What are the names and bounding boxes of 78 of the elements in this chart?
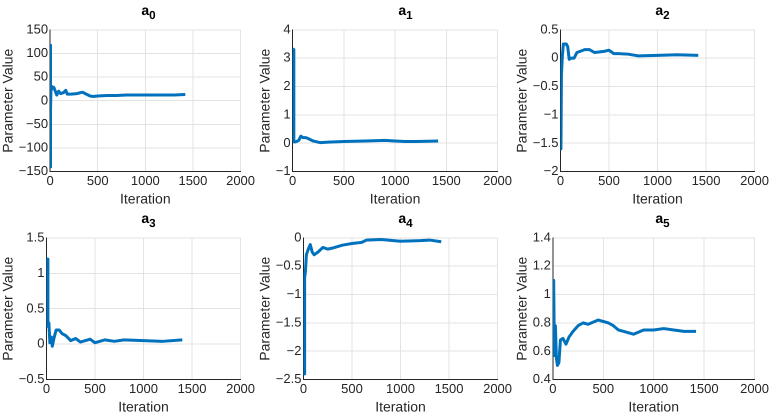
- y-axis-title: Parameter Value: [513, 48, 530, 153]
- x-tick-label: 500: [86, 172, 109, 188]
- y-tick-label: −0.5: [276, 258, 302, 273]
- y-tick-label: −50: [26, 116, 48, 131]
- y-axis-title: Parameter Value: [0, 48, 16, 153]
- y-axis-title: Parameter Value: [256, 256, 272, 361]
- x-axis-title: Iteration: [632, 190, 683, 206]
- x-tick-label: 500: [84, 380, 106, 396]
- y-axis-title: Parameter Value: [513, 256, 530, 361]
- x-tick-label: 1000: [380, 172, 410, 188]
- y-tick-label: 100: [26, 45, 48, 60]
- x-tick-label: 2000: [483, 172, 512, 188]
- y-axis-title: Parameter Value: [0, 256, 16, 361]
- x-tick-label: 2000: [483, 380, 512, 396]
- y-axis-title: Parameter Value: [256, 48, 272, 153]
- y-tick-label: 0.6: [532, 342, 551, 358]
- x-tick-label: 1500: [178, 172, 208, 188]
- x-axis-title: Iteration: [628, 398, 680, 414]
- y-tick-label: −2: [286, 342, 302, 358]
- y-tick-label: 0.5: [540, 21, 558, 36]
- y-tick-label: −2.5: [276, 371, 302, 386]
- y-tick-label: 1.5: [26, 229, 44, 244]
- x-tick-label: 500: [333, 172, 355, 188]
- y-tick-label: 0.5: [26, 300, 44, 316]
- x-tick-label: 1000: [643, 172, 672, 188]
- chart-title: a$_{1}$: [397, 1, 414, 22]
- y-tick-label: 0: [37, 336, 44, 351]
- chart-title: a$_{3}$: [140, 209, 157, 230]
- y-tick-label: 0: [40, 92, 48, 108]
- x-tick-label: 1500: [434, 380, 464, 396]
- x-tick-label: 1000: [130, 172, 160, 188]
- y-tick-label: 0: [283, 134, 291, 150]
- y-tick-label: 2: [283, 78, 291, 94]
- y-tick-label: 0.4: [532, 371, 551, 386]
- y-tick-label: −1.5: [276, 314, 302, 330]
- y-tick-label: 1: [544, 286, 551, 302]
- x-tick-label: 1500: [432, 172, 461, 188]
- x-tick-label: 500: [341, 380, 363, 396]
- y-tick-label: −1: [286, 286, 302, 302]
- x-axis-title: Iteration: [120, 190, 171, 206]
- y-tick-label: 1: [283, 106, 291, 122]
- x-tick-label: 1500: [178, 380, 206, 396]
- y-tick-label: 1: [37, 264, 44, 280]
- y-tick-label: 0.8: [532, 314, 551, 330]
- chart-title: a$_{4}$: [397, 209, 414, 230]
- y-tick-label: 150: [26, 21, 48, 36]
- x-axis-title: Iteration: [375, 398, 426, 414]
- y-tick-label: 0: [551, 50, 558, 65]
- y-tick-label: −150: [18, 163, 48, 178]
- x-axis-title: Iteration: [118, 398, 169, 414]
- y-tick-label: 4: [283, 21, 291, 36]
- x-axis-title: Iteration: [370, 190, 420, 206]
- x-tick-label: 2000: [226, 172, 255, 188]
- y-tick-label: 50: [34, 68, 48, 84]
- y-tick-label: −1: [544, 106, 558, 122]
- x-tick-label: 1500: [690, 380, 719, 396]
- y-tick-label: −1.5: [532, 134, 558, 150]
- y-tick-label: 1.2: [532, 258, 551, 273]
- y-tick-label: −1: [276, 163, 291, 178]
- x-tick-label: 1500: [692, 172, 720, 188]
- y-tick-label: −2: [544, 163, 558, 178]
- y-tick-label: −0.5: [18, 371, 44, 386]
- x-tick-label: 1000: [386, 380, 415, 396]
- x-tick-label: 500: [598, 172, 620, 188]
- x-tick-label: 1000: [129, 380, 158, 396]
- y-tick-label: −100: [18, 140, 48, 155]
- y-tick-label: 3: [283, 50, 291, 65]
- y-tick-label: 0: [294, 229, 302, 244]
- x-tick-label: 500: [592, 380, 614, 396]
- chart-title: a$_{5}$: [654, 209, 671, 230]
- x-tick-label: 1000: [639, 380, 668, 396]
- y-tick-label: −0.5: [532, 78, 558, 94]
- x-tick-label: 2000: [226, 380, 255, 396]
- y-tick-label: 1.4: [532, 229, 551, 244]
- chart-title: a$_{2}$: [654, 1, 671, 22]
- x-tick-label: 2000: [740, 380, 769, 396]
- x-tick-label: 2000: [740, 172, 769, 188]
- chart-title: a$_{0}$: [140, 1, 157, 22]
